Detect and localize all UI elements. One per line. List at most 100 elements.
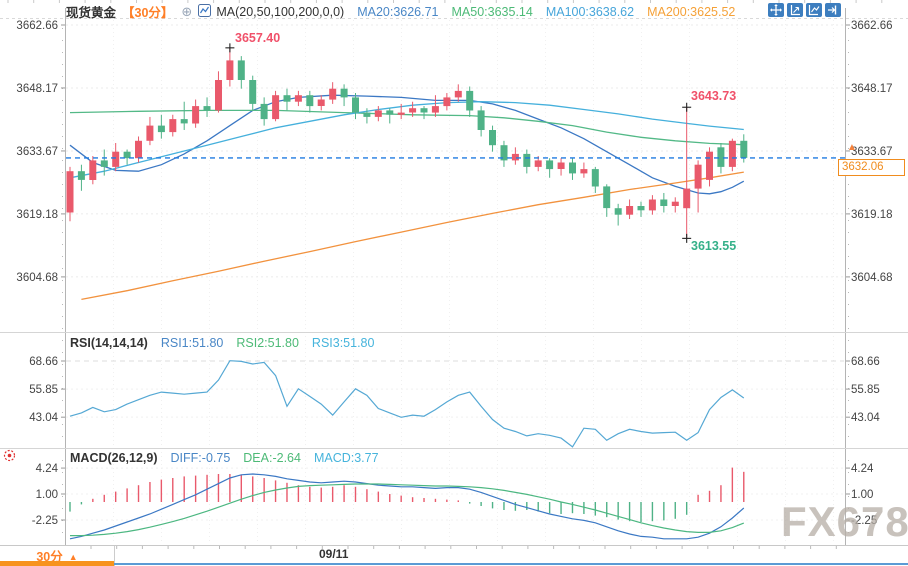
axis-label: 55.85 (29, 384, 58, 396)
chart-graphic (157, 125, 165, 133)
chart-graphic (671, 201, 679, 206)
chart-graphic (477, 110, 485, 130)
popout-window-button[interactable] (825, 3, 841, 17)
ma20-value: MA20:3626.71 (357, 4, 439, 19)
timeframe-tab[interactable]: 30分 ▲ (0, 546, 114, 564)
chart-graphic (192, 106, 200, 124)
chart-graphic (728, 140, 736, 167)
rsi-panel-header: RSI(14,14,14) RSI1:51.80 RSI2:51.80 RSI3… (70, 336, 374, 350)
chart-graphic (363, 112, 371, 117)
chart-graphic (706, 151, 713, 180)
last-price-badge: 3632.06 (838, 159, 905, 176)
axis-label: 3662.66 (16, 20, 58, 32)
chart-graphic (603, 186, 611, 209)
ma50-value: MA50:3635.14 (451, 4, 533, 19)
axis-label: 43.04 (851, 412, 880, 424)
ma200-line (81, 171, 744, 301)
axis-label: 68.66 (851, 356, 880, 368)
x-axis-date-label: 09/11 (319, 547, 349, 561)
macd-value: MACD:3.77 (313, 451, 379, 465)
chart-graphic (420, 108, 428, 113)
chart-graphic (626, 206, 634, 215)
timeframe-label[interactable]: 【30分】 (122, 6, 174, 20)
dea-line (70, 483, 745, 537)
candlestick-layer (66, 47, 748, 239)
watermark: FX678 (781, 498, 908, 545)
axis-label: 3604.68 (851, 272, 893, 284)
axis-label: 3604.68 (16, 272, 58, 284)
chart-graphic (500, 145, 508, 161)
chart-graphic (409, 108, 417, 113)
axis-label: 3648.17 (16, 83, 58, 95)
active-tab-underline (0, 561, 114, 566)
timeframe-tab-label: 30分 (36, 550, 63, 564)
chart-graphic (77, 171, 85, 180)
price-scale-button[interactable] (787, 3, 803, 17)
chart-graphic (169, 119, 177, 133)
chart-graphic (740, 140, 748, 158)
chart-graphic (180, 119, 188, 124)
chart-graphic (317, 99, 325, 106)
chart-graphic (637, 206, 645, 211)
axis-label: 3619.18 (16, 209, 58, 221)
ma50-line (69, 109, 744, 146)
chart-graphic (272, 95, 280, 120)
chart-graphic (69, 360, 745, 448)
chart-graphic (146, 125, 154, 141)
chart-graphic (100, 160, 108, 167)
symbol-name: 现货黄金 (66, 6, 117, 20)
rsi-title[interactable]: RSI(14,14,14) (70, 336, 148, 350)
axis-label: 3633.67 (851, 146, 893, 158)
axis-label: -2.25 (32, 515, 58, 527)
chart-graphic (557, 162, 565, 169)
chart-graphic (569, 162, 576, 174)
axis-label: 55.85 (851, 384, 880, 396)
chart-graphic (546, 160, 554, 170)
macd-panel-header: MACD(26,12,9) DIFF:-0.75 DEA:-2.64 MACD:… (70, 451, 379, 465)
tab-expand-icon[interactable]: ▲ (68, 552, 78, 562)
time-scale-button[interactable] (806, 3, 822, 17)
chart-graphic (374, 110, 382, 117)
ma100-value: MA100:3638.62 (545, 4, 635, 19)
chart-graphic (89, 160, 97, 180)
axis-label: 3633.67 (16, 146, 58, 158)
chart-graphic (454, 90, 462, 98)
axis-label: 3619.18 (851, 209, 893, 221)
chart-graphic (648, 199, 656, 211)
chart-graphic (283, 95, 291, 102)
chart-graphic (237, 60, 245, 80)
macd-title[interactable]: MACD(26,12,9) (70, 451, 158, 465)
rsi-line-layer (69, 360, 745, 448)
chart-graphic (203, 106, 211, 111)
axis-label: 68.66 (29, 356, 58, 368)
grid-layer (0, 0, 908, 549)
ma200-value: MA200:3625.52 (647, 4, 736, 19)
axis-label: -2.25 (851, 515, 877, 527)
chart-graphic (717, 147, 725, 167)
chart-graphic (580, 169, 588, 174)
pan-tool-button[interactable] (768, 3, 784, 17)
indicator-settings-icon[interactable] (3, 449, 16, 467)
rsi1-value: RSI1:51.80 (160, 336, 224, 350)
add-indicator-icon[interactable]: ⊕ (181, 4, 193, 19)
timeline-scrollbar[interactable] (114, 563, 908, 565)
ma-chart-icon[interactable] (198, 3, 212, 20)
ma20-line (69, 94, 745, 195)
chart-graphic (215, 80, 222, 111)
macd-layer (69, 467, 745, 540)
chart-graphic (226, 60, 234, 80)
swing-high-label: 3643.73 (691, 89, 737, 103)
chart-graphic (306, 95, 314, 107)
chart-graphic (112, 151, 120, 167)
axis-label: 4.24 (851, 463, 874, 475)
chart-graphic (386, 110, 394, 115)
axis-label: 3662.66 (851, 20, 893, 32)
rsi3-value: RSI3:51.80 (311, 336, 375, 350)
chart-graphic (591, 169, 599, 187)
ma-settings-label[interactable]: MA(20,50,100,200,0,0) (216, 4, 345, 19)
diff-value: DIFF:-0.75 (170, 451, 231, 465)
chart-graphic (511, 153, 519, 161)
chart-graphic (260, 103, 268, 120)
